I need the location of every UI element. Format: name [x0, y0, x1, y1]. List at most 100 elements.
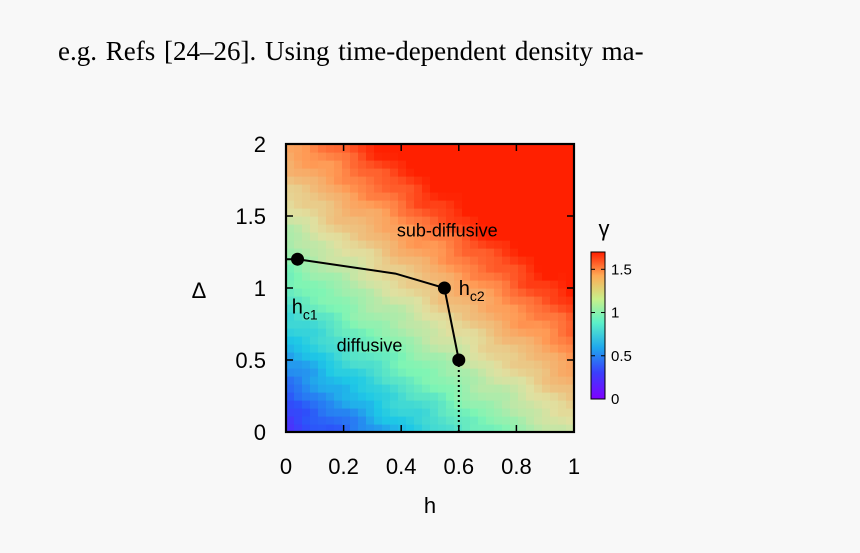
heatmap-cell — [534, 184, 543, 193]
heatmap-cell — [438, 248, 447, 257]
heatmap-cell — [358, 384, 367, 393]
heatmap-cell — [534, 280, 543, 289]
heatmap-cell — [350, 200, 359, 209]
heatmap-cell — [382, 400, 391, 409]
heatmap-cell — [454, 200, 463, 209]
heatmap-cell — [486, 392, 495, 401]
heatmap-cell — [286, 304, 295, 313]
heatmap-cell — [310, 200, 319, 209]
heatmap-cell — [526, 304, 535, 313]
heatmap-cell — [422, 152, 431, 161]
heatmap-cell — [286, 208, 295, 217]
heatmap-cell — [422, 208, 431, 217]
heatmap-cell — [486, 416, 495, 425]
heatmap-cell — [350, 336, 359, 345]
heatmap-cell — [422, 344, 431, 353]
heatmap-cell — [542, 320, 551, 329]
heatmap-cell — [462, 392, 471, 401]
heatmap-cell — [294, 368, 303, 377]
heatmap-cell — [550, 256, 559, 265]
heatmap-cell — [558, 248, 567, 257]
heatmap-cell — [558, 352, 567, 361]
heatmap-cell — [366, 408, 375, 417]
heatmap-cell — [494, 176, 503, 185]
heatmap-cell — [342, 400, 351, 409]
heatmap-cell — [398, 256, 407, 265]
heatmap-cell — [294, 272, 303, 281]
heatmap-cell — [294, 200, 303, 209]
heatmap-cell — [558, 144, 567, 153]
heatmap-cell — [502, 184, 511, 193]
heatmap-cell — [526, 256, 535, 265]
heatmap-cell — [286, 216, 295, 225]
heatmap-cell — [494, 328, 503, 337]
heatmap-cell — [318, 344, 327, 353]
heatmap-cell — [358, 352, 367, 361]
heatmap-cell — [334, 424, 343, 432]
heatmap-cell — [414, 424, 423, 432]
heatmap-cell — [486, 160, 495, 169]
heatmap-cell — [382, 320, 391, 329]
heatmap-cell — [398, 192, 407, 201]
heatmap-cell — [494, 160, 503, 169]
heatmap-cell — [534, 208, 543, 217]
heatmap-cell — [526, 176, 535, 185]
heatmap-cell — [326, 248, 335, 257]
heatmap-cell — [358, 152, 367, 161]
heatmap-cell — [318, 240, 327, 249]
heatmap-cell — [518, 408, 527, 417]
heatmap-cell — [486, 400, 495, 409]
heatmap-cell — [502, 296, 511, 305]
heatmap-cell — [462, 352, 471, 361]
heatmap-cell — [454, 336, 463, 345]
heatmap-cell — [518, 184, 527, 193]
heatmap-cell — [422, 416, 431, 425]
heatmap-cell — [438, 368, 447, 377]
heatmap-cell — [446, 304, 455, 313]
heatmap-cell — [382, 424, 391, 432]
heatmap-cell — [518, 240, 527, 249]
heatmap-cell — [294, 296, 303, 305]
heatmap-cell — [318, 264, 327, 273]
heatmap-cell — [566, 232, 574, 241]
heatmap-cell — [542, 200, 551, 209]
heatmap-cell — [294, 240, 303, 249]
heatmap-cell — [406, 376, 415, 385]
heatmap-cell — [358, 168, 367, 177]
heatmap-cell — [470, 280, 479, 289]
heatmap-cell — [518, 256, 527, 265]
heatmap-cell — [406, 416, 415, 425]
heatmap-cell — [494, 288, 503, 297]
heatmap-cell — [286, 272, 295, 281]
heatmap-cell — [374, 304, 383, 313]
heatmap-cell — [358, 144, 367, 153]
heatmap-cell — [542, 272, 551, 281]
heatmap-cell — [550, 200, 559, 209]
heatmap-cell — [422, 400, 431, 409]
heatmap-cell — [502, 160, 511, 169]
heatmap-cell — [318, 312, 327, 321]
heatmap-cell — [318, 248, 327, 257]
heatmap-cell — [334, 400, 343, 409]
heatmap-cell — [358, 320, 367, 329]
heatmap-cell — [358, 208, 367, 217]
heatmap-cell — [462, 240, 471, 249]
heatmap-cell — [294, 320, 303, 329]
heatmap-cell — [502, 168, 511, 177]
heatmap-cell — [430, 384, 439, 393]
heatmap-cell — [374, 400, 383, 409]
heatmap-cell — [422, 248, 431, 257]
heatmap-cell — [446, 176, 455, 185]
heatmap-cell — [438, 296, 447, 305]
heatmap-cell — [318, 192, 327, 201]
heatmap-cell — [398, 152, 407, 161]
heatmap-cell — [438, 304, 447, 313]
heatmap-cell — [294, 304, 303, 313]
heatmap-cell — [342, 312, 351, 321]
heatmap-cell — [382, 192, 391, 201]
heatmap-cell — [558, 256, 567, 265]
heatmap-cell — [406, 368, 415, 377]
heatmap-cell — [390, 344, 399, 353]
heatmap-cell — [502, 416, 511, 425]
heatmap-cell — [310, 296, 319, 305]
